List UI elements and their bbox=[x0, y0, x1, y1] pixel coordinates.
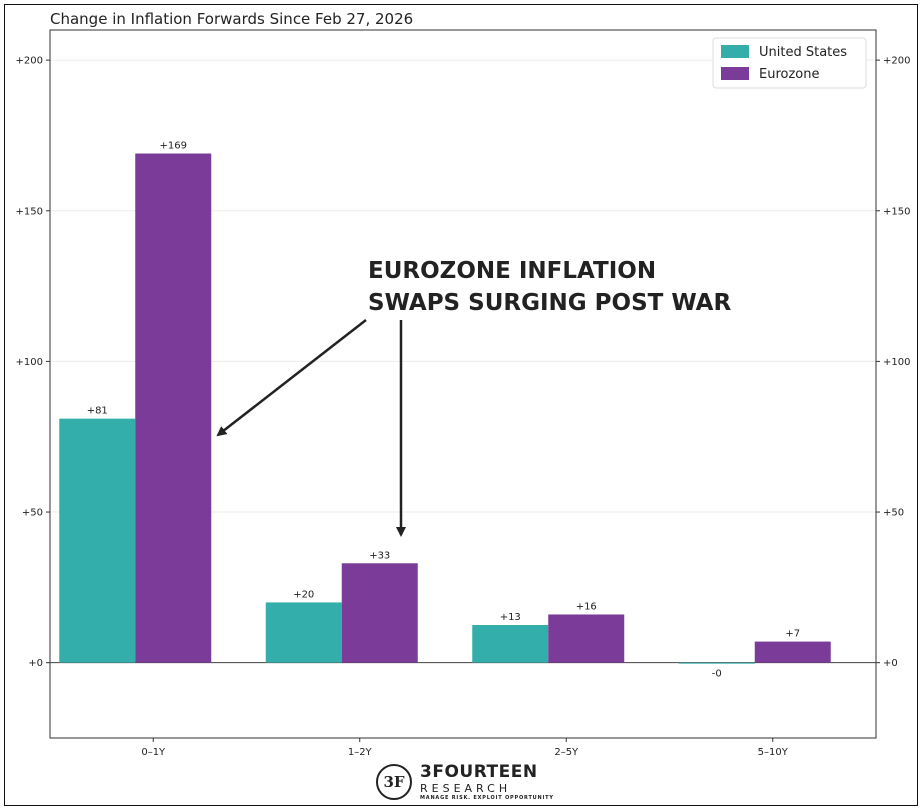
data-label: +16 bbox=[576, 601, 597, 612]
y-tick-label-right: +150 bbox=[883, 206, 910, 217]
y-tick-label-left: +100 bbox=[16, 357, 43, 368]
data-label: +7 bbox=[785, 629, 800, 640]
data-label: +169 bbox=[160, 141, 187, 152]
legend-swatch bbox=[721, 45, 749, 58]
data-labels-layer: +81 +169 +20 +33 +13 +16 -0 +7 bbox=[87, 141, 800, 680]
y-tick-label-left: +50 bbox=[22, 508, 43, 519]
x-tick-label: 1–2Y bbox=[348, 747, 373, 758]
bar-eurozone-1[interactable] bbox=[341, 563, 418, 663]
y-tick-label-left: +200 bbox=[16, 56, 43, 67]
x-tick-label: 5–10Y bbox=[758, 747, 789, 758]
annotation: EUROZONE INFLATION SWAPS SURGING POST WA… bbox=[216, 258, 731, 537]
bar-eurozone-0[interactable] bbox=[135, 153, 212, 663]
bar-united-states-1[interactable] bbox=[265, 602, 342, 663]
data-label: +81 bbox=[87, 406, 108, 417]
legend[interactable]: United States Eurozone bbox=[712, 37, 867, 89]
brand-subtitle: RESEARCH bbox=[420, 781, 512, 795]
annotation-arrow-1 bbox=[216, 319, 367, 437]
bar-eurozone-2[interactable] bbox=[548, 614, 625, 663]
data-label: +33 bbox=[369, 550, 390, 561]
bar-united-states-3[interactable] bbox=[678, 662, 755, 664]
legend-label: Eurozone bbox=[759, 67, 819, 82]
legend-box bbox=[712, 37, 867, 89]
data-label: +20 bbox=[293, 589, 314, 600]
plot-area-border bbox=[49, 29, 877, 739]
brand-logo: 3F 3FOURTEEN RESEARCH MANAGE RISK. EXPLO… bbox=[376, 762, 554, 802]
x-tick-label: 0–1Y bbox=[141, 747, 166, 758]
bars-layer bbox=[59, 153, 831, 664]
legend-swatch bbox=[721, 67, 749, 80]
bar-eurozone-3[interactable] bbox=[754, 641, 831, 663]
x-tick-label: 2–5Y bbox=[554, 747, 579, 758]
y-tick-label-right: +50 bbox=[883, 508, 904, 519]
annotation-line-1: EUROZONE INFLATION bbox=[368, 258, 656, 284]
y-tick-label-right: +100 bbox=[883, 357, 910, 368]
bar-united-states-0[interactable] bbox=[59, 418, 136, 663]
data-label: -0 bbox=[712, 669, 722, 680]
chart-title: Change in Inflation Forwards Since Feb 2… bbox=[50, 10, 414, 28]
y-tick-label-left: +150 bbox=[16, 206, 43, 217]
data-label: +13 bbox=[500, 612, 521, 623]
bar-united-states-2[interactable] bbox=[472, 625, 549, 663]
brand-tagline: MANAGE RISK. EXPLOIT OPPORTUNITY bbox=[420, 794, 554, 801]
legend-label: United States bbox=[759, 45, 847, 60]
y-tick-label-right: +200 bbox=[883, 56, 910, 67]
y-tick-label-right: +0 bbox=[883, 658, 898, 669]
y-tick-label-left: +0 bbox=[28, 658, 43, 669]
brand-mark-icon: 3F bbox=[376, 764, 412, 800]
annotation-line-2: SWAPS SURGING POST WAR bbox=[368, 290, 731, 316]
brand-name: 3FOURTEEN bbox=[420, 761, 538, 782]
